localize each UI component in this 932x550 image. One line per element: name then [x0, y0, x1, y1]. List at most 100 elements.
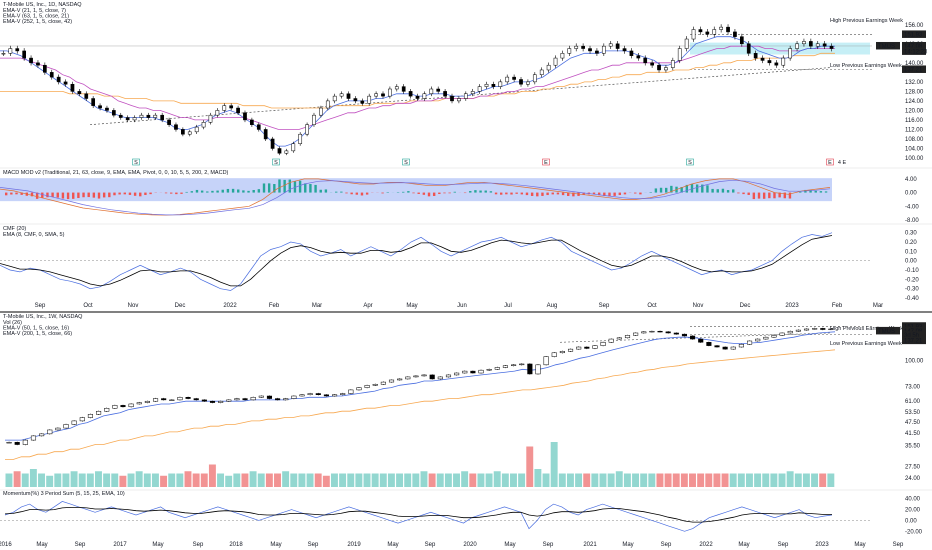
daily-candle: [15, 48, 20, 52]
top-y-tick: 108.00: [905, 137, 924, 143]
macd-hist-bar: [66, 192, 70, 200]
volume-bar: [656, 473, 664, 487]
momentum-y-tick: 40.00: [905, 497, 921, 503]
volume-bar: [444, 473, 452, 487]
weekly-candle: [63, 424, 69, 429]
daily-candle: [187, 131, 192, 135]
daily-candle: [802, 41, 806, 45]
daily-candle: [650, 62, 654, 66]
macd-hist-bar: [582, 192, 585, 196]
volume-bar: [95, 471, 102, 487]
bottom-price-tag-bg: [902, 326, 926, 335]
event-letter: S: [404, 160, 408, 166]
macd-hist-bar: [149, 192, 152, 195]
daily-candle: [546, 64, 551, 71]
volume-bar: [811, 473, 819, 487]
macd-hist-bar: [288, 179, 291, 193]
daily-candle: [215, 110, 220, 116]
volume-bar: [78, 473, 86, 487]
macd-hist-bar: [747, 192, 750, 195]
volume-bar: [493, 471, 501, 487]
weekly-candle: [226, 399, 232, 402]
cmf-y-tick: -0.20: [905, 277, 919, 283]
macd-hist-bar: [649, 192, 652, 193]
event-last-label: 4 E: [838, 160, 847, 166]
volume-bar: [151, 473, 159, 487]
bottom-low-tag-bg: [902, 336, 926, 345]
macd-hist-bar: [407, 191, 410, 193]
weekly-ema-fast-line: [5, 331, 836, 441]
bottom-x-tick: Sep: [661, 542, 672, 548]
weekly-candle: [332, 394, 338, 397]
daily-candle: [118, 114, 123, 118]
weekly-candle: [820, 328, 826, 330]
bottom-ticker-bg: [876, 326, 900, 335]
weekly-candle: [299, 394, 305, 397]
bottom-x-tick: Sep: [778, 542, 789, 548]
daily-candle: [774, 62, 779, 66]
volume-bar: [623, 473, 631, 487]
daily-candle: [8, 48, 13, 54]
daily-candle: [457, 98, 461, 102]
macd-hist-bar: [319, 189, 322, 193]
macd-y-tick: -4.00: [905, 204, 919, 210]
daily-candle: [388, 88, 392, 97]
daily-candle: [705, 31, 710, 35]
macd-hist-bar: [432, 192, 436, 196]
daily-candle: [615, 43, 620, 49]
macd-hist-bar: [309, 184, 312, 193]
weekly-candle: [803, 328, 810, 331]
weekly-candle: [193, 398, 199, 401]
weekly-candle: [445, 374, 452, 378]
momentum-y-tick: -20.00: [905, 529, 923, 535]
macd-hist-bar: [814, 190, 817, 193]
weekly-candle: [6, 442, 12, 444]
macd-hist-bar: [113, 192, 116, 196]
bottom-sub-tag-bg: [902, 331, 926, 339]
weekly-candle: [120, 405, 126, 408]
volume-bar: [802, 473, 810, 487]
bottom-x-tick: May: [387, 542, 398, 548]
bottom-x-tick: 2019: [347, 542, 361, 548]
volume-bar: [477, 473, 485, 487]
macd-hist-bar: [716, 189, 719, 193]
bottom-high-tag-bg: [902, 322, 926, 330]
top-x-tick: Oct: [83, 303, 93, 309]
macd-hist-bar: [118, 192, 121, 195]
daily-candle: [608, 43, 613, 47]
volume-bar: [583, 473, 591, 487]
event-marker: [826, 158, 834, 166]
macd-hist-bar: [293, 181, 297, 193]
volume-bar: [680, 473, 688, 487]
daily-candle: [181, 129, 185, 135]
macd-hist-bar: [267, 183, 271, 193]
weekly-candle: [266, 395, 273, 399]
macd-hist-bar: [438, 192, 441, 195]
top-y-tick: 112.00: [905, 127, 924, 133]
daily-candle: [670, 60, 675, 68]
weekly-candle: [144, 400, 150, 403]
macd-hist-bar: [206, 191, 209, 193]
daily-candle: [595, 50, 599, 54]
top-x-tick: Aug: [547, 303, 558, 309]
macd-hist-bar: [381, 192, 384, 194]
daily-candle: [746, 43, 751, 54]
top-title: T-Mobile US, Inc., 1D, NASDAQ: [3, 2, 82, 8]
volume-bar: [819, 473, 827, 487]
top-price-tag: 147.08: [904, 44, 923, 50]
weekly-candle: [771, 335, 777, 338]
macd-hist-bar: [345, 192, 348, 194]
daily-candle: [588, 48, 592, 52]
weekly-candle: [755, 338, 761, 342]
daily-candle: [194, 126, 199, 133]
daily-candle: [98, 105, 102, 109]
volume-bar: [534, 469, 542, 487]
macd-hist-bar: [484, 190, 487, 193]
weekly-candle: [413, 375, 419, 378]
top-price-tag-bg: [902, 41, 926, 50]
weekly-candle: [608, 338, 614, 343]
bottom-y-tick: 53.50: [905, 410, 921, 416]
volume-bar: [697, 473, 705, 487]
daily-candle: [43, 64, 47, 73]
volume-bar: [355, 473, 363, 487]
